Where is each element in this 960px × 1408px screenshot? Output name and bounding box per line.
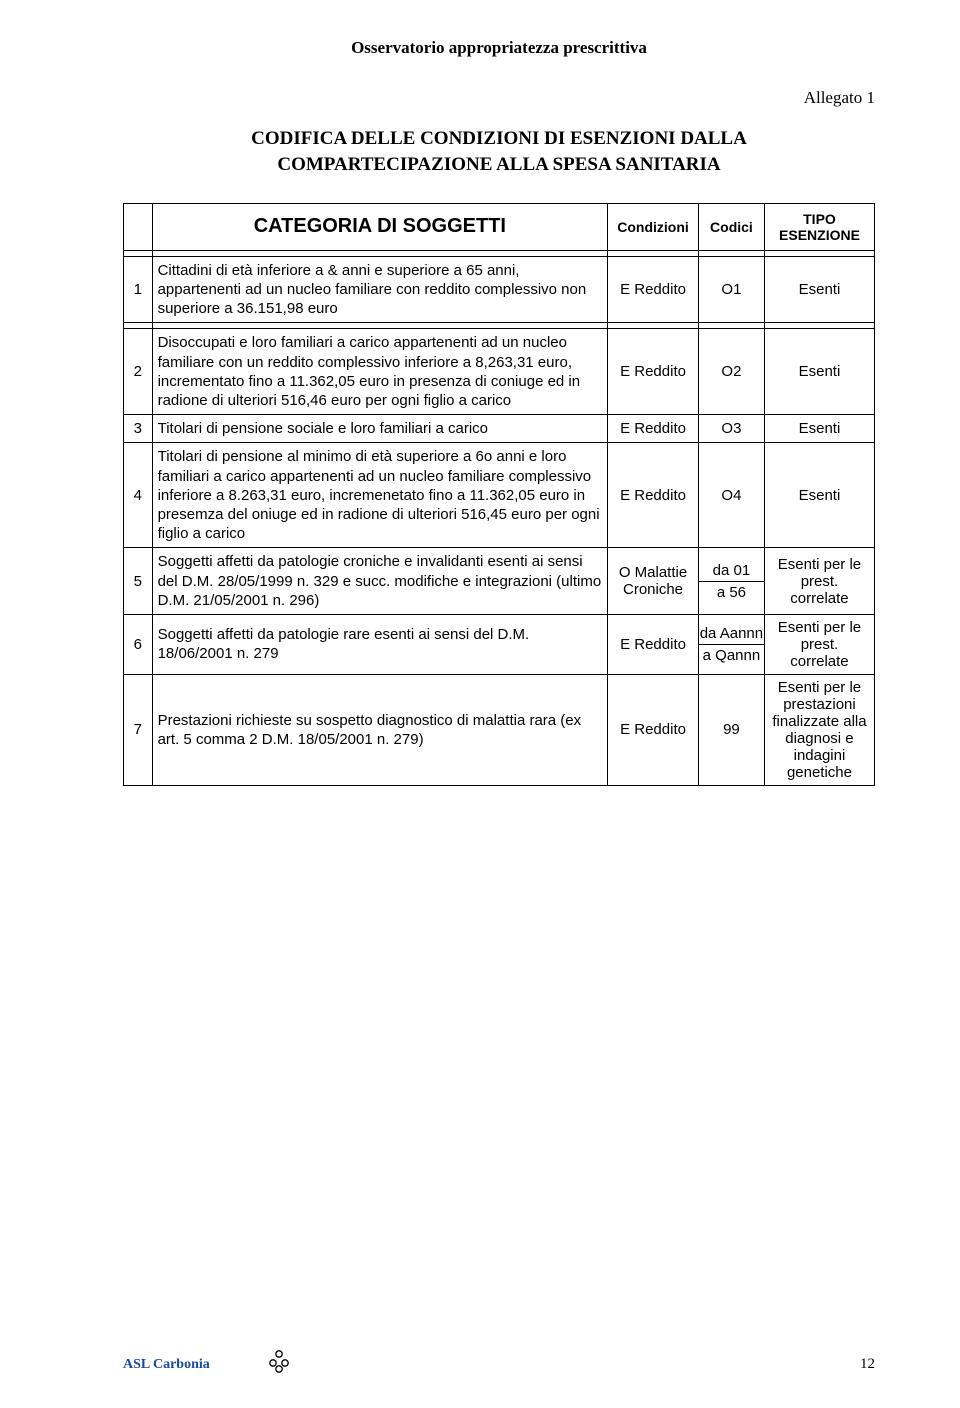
row-num: 2: [124, 329, 153, 415]
table-row: 4 Titolari di pensione al minimo di età …: [124, 443, 875, 548]
row-cond: O Malattie Croniche: [608, 548, 699, 615]
allegato-label: Allegato 1: [123, 88, 875, 108]
header-categoria: CATEGORIA DI SOGGETTI: [152, 204, 608, 251]
row-tipo: Esenti: [764, 329, 874, 415]
row-cod: O4: [698, 443, 764, 548]
footer: ASL Carbonia 12: [123, 1349, 875, 1373]
row-cod: O2: [698, 329, 764, 415]
four-circles-icon: [268, 1349, 290, 1373]
row-cond: E Reddito: [608, 329, 699, 415]
row-num: 4: [124, 443, 153, 548]
page-header: Osservatorio appropriatezza prescrittiva: [123, 38, 875, 58]
row-categoria: Titolari di pensione al minimo di età su…: [152, 443, 608, 548]
cod-bot: a 56: [699, 582, 764, 603]
main-title: CODIFICA DELLE CONDIZIONI DI ESENZIONI D…: [123, 126, 875, 177]
page: Osservatorio appropriatezza prescrittiva…: [0, 0, 960, 1408]
table-row: 5 Soggetti affetti da patologie croniche…: [124, 548, 875, 615]
row-categoria: Cittadini di età inferiore a & anni e su…: [152, 256, 608, 323]
header-codici: Codici: [698, 204, 764, 251]
table-row: 1 Cittadini di età inferiore a & anni e …: [124, 256, 875, 323]
page-number: 12: [860, 1356, 875, 1373]
header-tipo: TIPO ESENZIONE: [764, 204, 874, 251]
row-tipo: Esenti per le prestazioni finalizzate al…: [764, 674, 874, 785]
row-tipo: Esenti: [764, 256, 874, 323]
row-cod: da Aannn a Qannn: [698, 614, 764, 674]
row-cond: E Reddito: [608, 674, 699, 785]
cod-top: da Aannn: [699, 623, 764, 645]
cod-top: da 01: [699, 560, 764, 582]
header-condizioni: Condizioni: [608, 204, 699, 251]
row-cond: E Reddito: [608, 415, 699, 443]
row-cod: O3: [698, 415, 764, 443]
title-line-2: COMPARTECIPAZIONE ALLA SPESA SANITARIA: [277, 154, 720, 175]
row-tipo: Esenti: [764, 443, 874, 548]
row-categoria: Soggetti affetti da patologie croniche e…: [152, 548, 608, 615]
row-num: 3: [124, 415, 153, 443]
row-num: 5: [124, 548, 153, 615]
row-num: 1: [124, 256, 153, 323]
table-row: 3 Titolari di pensione sociale e loro fa…: [124, 415, 875, 443]
header-empty: [124, 204, 153, 251]
table-row: 7 Prestazioni richieste su sospetto diag…: [124, 674, 875, 785]
row-cod: 99: [698, 674, 764, 785]
row-categoria: Disoccupati e loro familiari a carico ap…: [152, 329, 608, 415]
exemptions-table: CATEGORIA DI SOGGETTI Condizioni Codici …: [123, 203, 875, 786]
row-tipo: Esenti: [764, 415, 874, 443]
row-cod: O1: [698, 256, 764, 323]
cod-bot: a Qannn: [699, 645, 764, 666]
row-categoria: Soggetti affetti da patologie rare esent…: [152, 614, 608, 674]
row-cond: E Reddito: [608, 443, 699, 548]
row-num: 7: [124, 674, 153, 785]
row-num: 6: [124, 614, 153, 674]
row-cod: da 01 a 56: [698, 548, 764, 615]
footer-left: ASL Carbonia: [123, 1357, 210, 1372]
row-cond: E Reddito: [608, 614, 699, 674]
row-tipo: Esenti per le prest. correlate: [764, 614, 874, 674]
table-header-row: CATEGORIA DI SOGGETTI Condizioni Codici …: [124, 204, 875, 251]
row-tipo: Esenti per le prest. correlate: [764, 548, 874, 615]
row-cond: E Reddito: [608, 256, 699, 323]
row-categoria: Titolari di pensione sociale e loro fami…: [152, 415, 608, 443]
title-line-1: CODIFICA DELLE CONDIZIONI DI ESENZIONI D…: [251, 128, 747, 149]
table-row: 6 Soggetti affetti da patologie rare ese…: [124, 614, 875, 674]
row-categoria: Prestazioni richieste su sospetto diagno…: [152, 674, 608, 785]
table-row: 2 Disoccupati e loro familiari a carico …: [124, 329, 875, 415]
